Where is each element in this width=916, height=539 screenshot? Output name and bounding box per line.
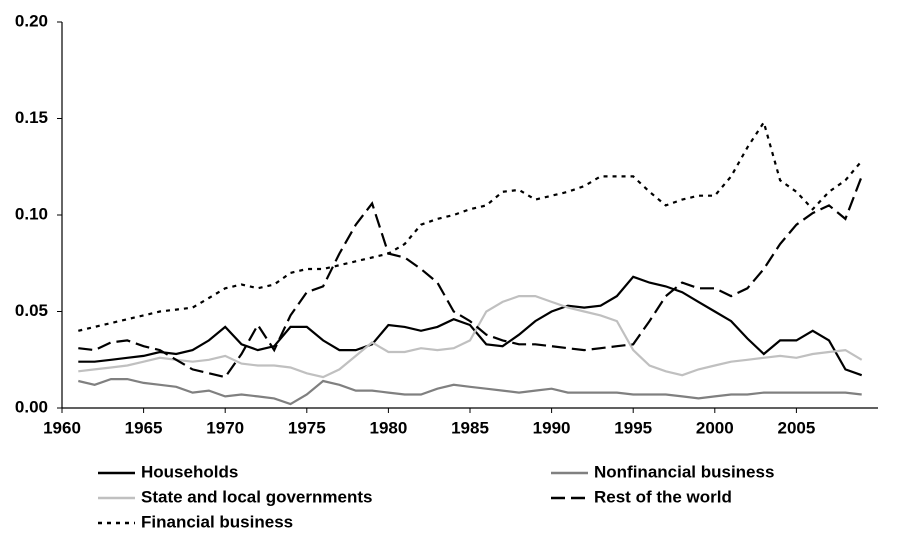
x-tick-label: 1970 bbox=[206, 418, 244, 437]
series-line bbox=[78, 176, 863, 379]
x-tick-label: 1980 bbox=[369, 418, 407, 437]
x-tick-label: 1965 bbox=[125, 418, 163, 437]
y-tick-label: 0.00 bbox=[15, 397, 48, 416]
x-tick-label: 1975 bbox=[288, 418, 326, 437]
x-tick-label: 1995 bbox=[614, 418, 652, 437]
x-tick-label: 1985 bbox=[451, 418, 489, 437]
legend-label: Financial business bbox=[141, 512, 293, 531]
legend-label: State and local governments bbox=[141, 487, 372, 506]
legend-label: Rest of the world bbox=[594, 487, 732, 506]
x-tick-label: 2000 bbox=[696, 418, 734, 437]
legend-label: Nonfinancial business bbox=[594, 462, 774, 481]
series-line bbox=[78, 119, 863, 332]
y-tick-label: 0.10 bbox=[15, 204, 48, 223]
y-tick-label: 0.15 bbox=[15, 108, 48, 127]
x-tick-label: 2005 bbox=[777, 418, 815, 437]
y-tick-label: 0.05 bbox=[15, 301, 48, 320]
legend-label: Households bbox=[141, 462, 238, 481]
series-line bbox=[78, 378, 862, 406]
x-tick-label: 1990 bbox=[533, 418, 571, 437]
x-tick-label: 1960 bbox=[43, 418, 81, 437]
series-line bbox=[78, 295, 863, 379]
y-tick-label: 0.20 bbox=[15, 11, 48, 30]
series-line bbox=[78, 275, 863, 377]
